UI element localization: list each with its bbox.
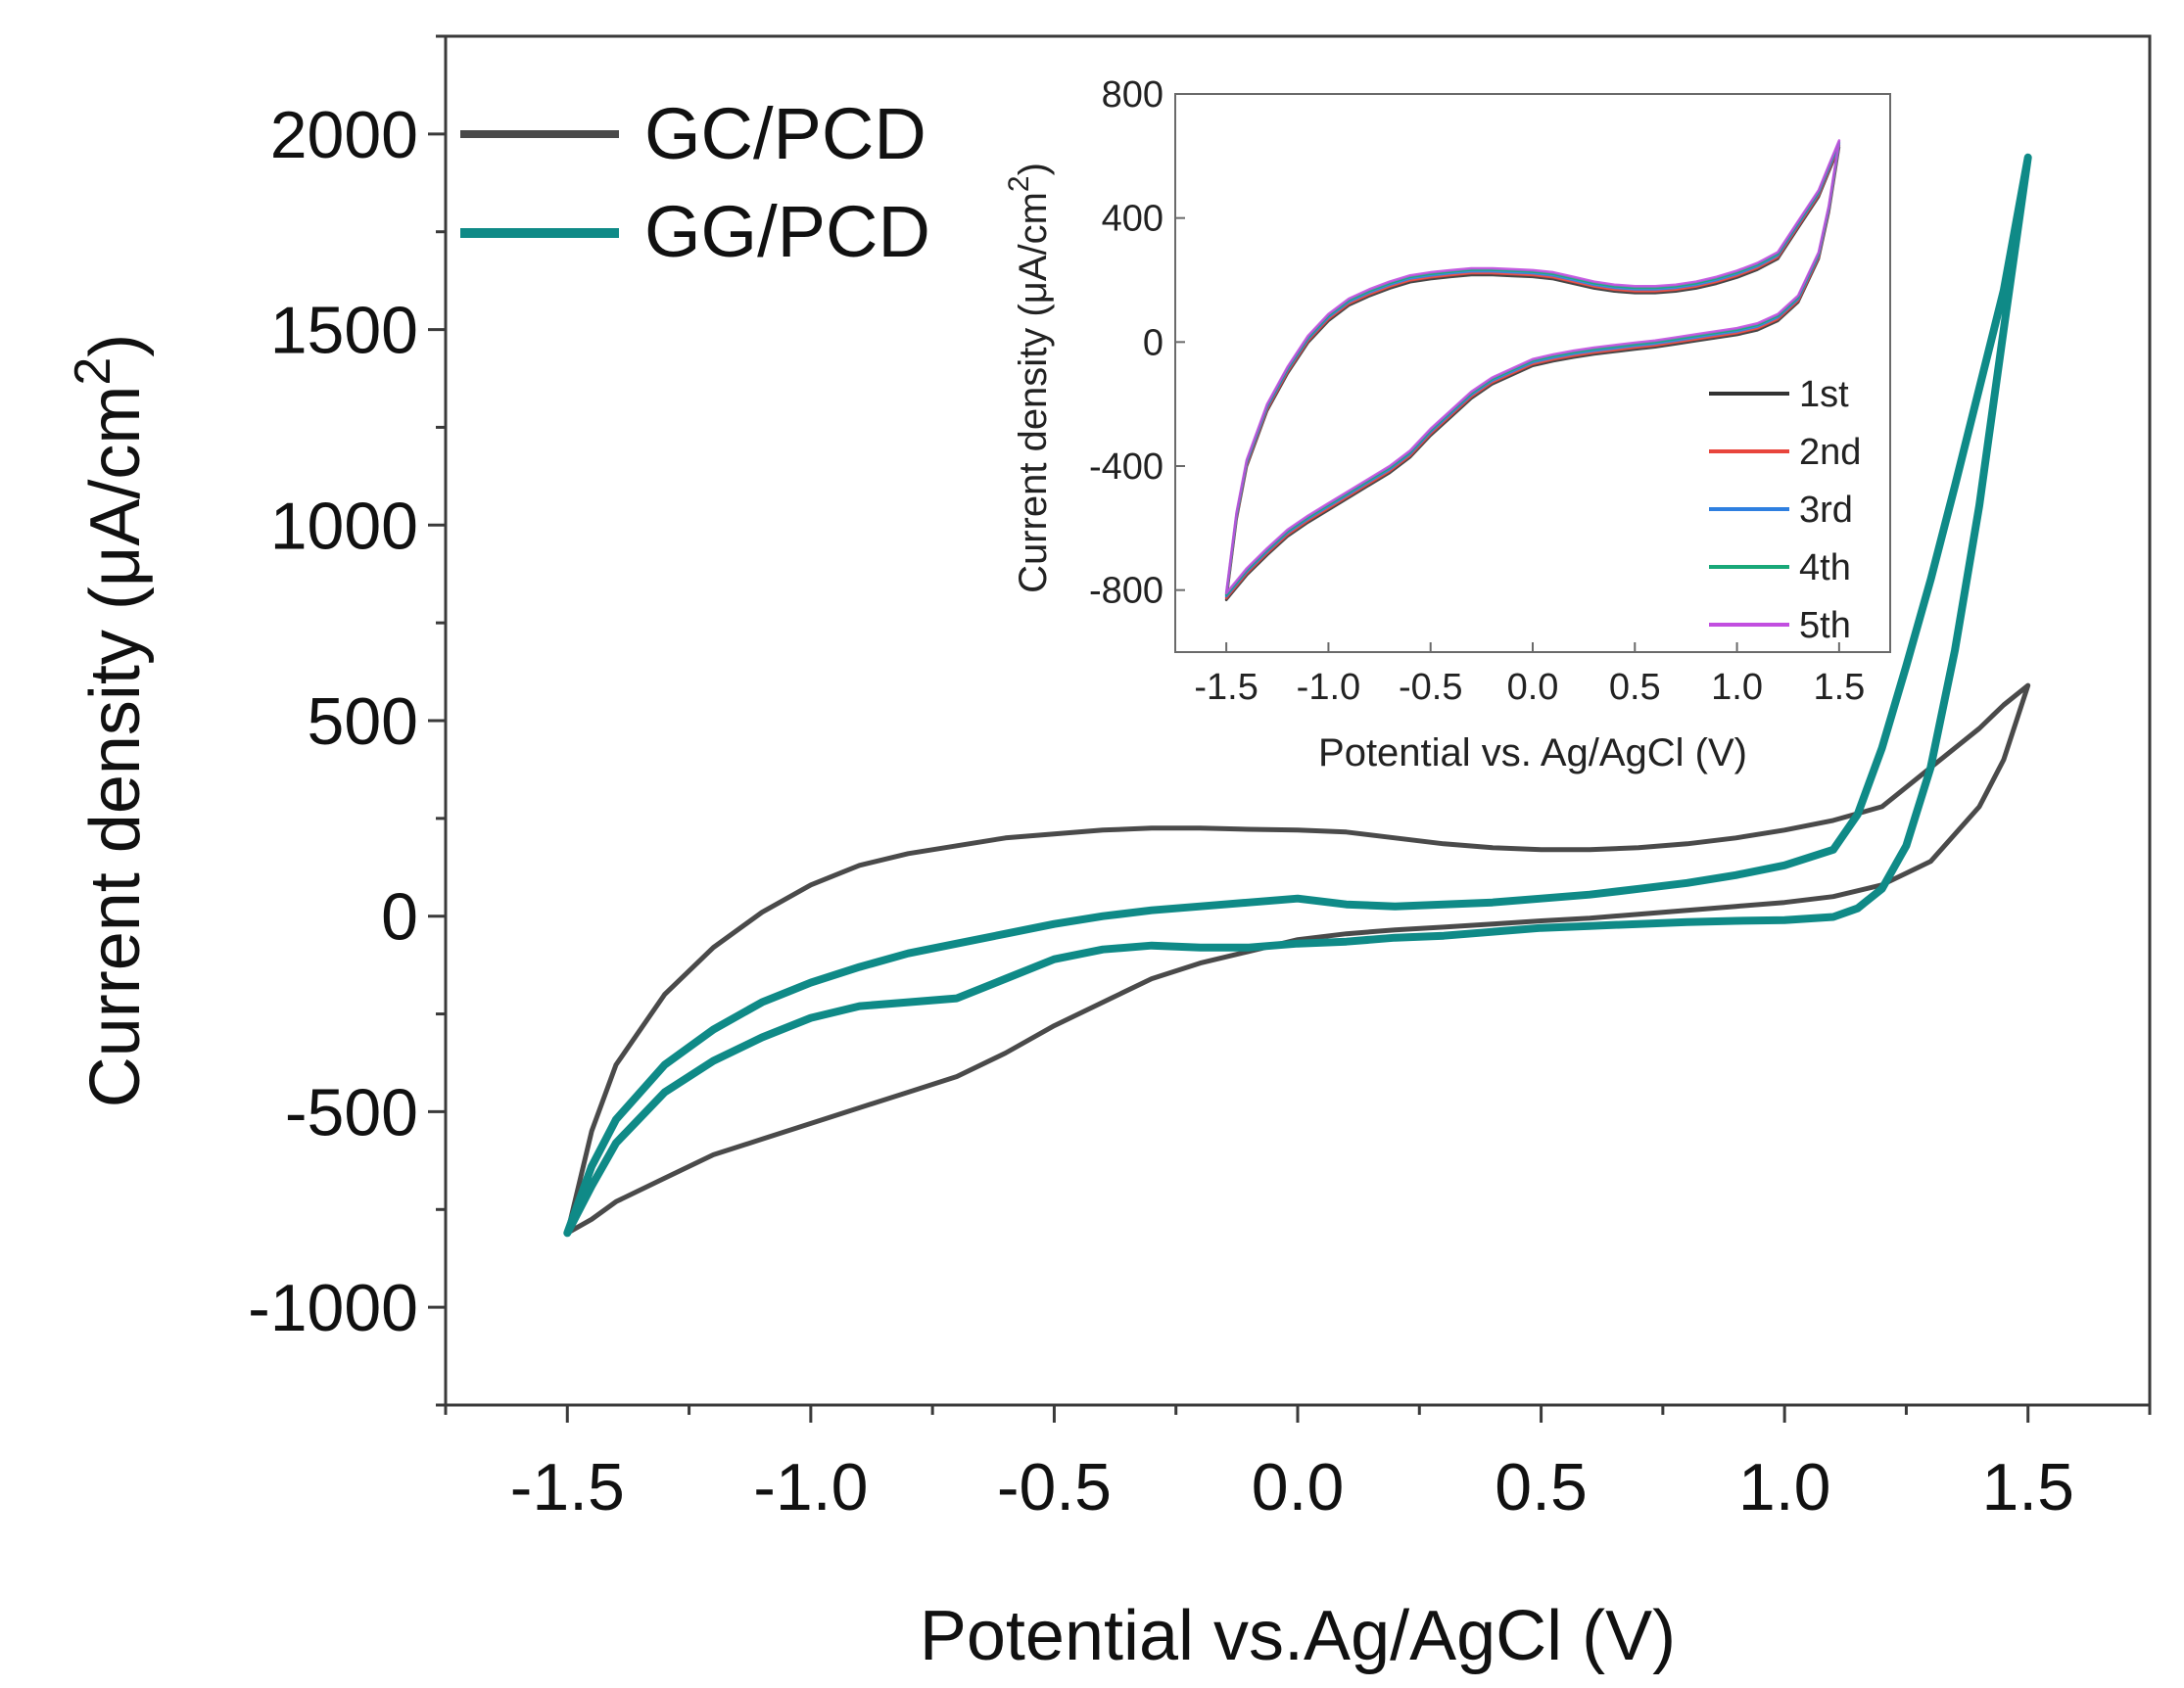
inset-legend-label-5th: 5th bbox=[1799, 605, 1851, 646]
y-tick-label: -500 bbox=[285, 1075, 418, 1149]
x-tick-label: -1.0 bbox=[753, 1450, 868, 1524]
inset-x-tick-label: 1.5 bbox=[1813, 667, 1865, 708]
y-tick-label: 2000 bbox=[270, 98, 418, 172]
inset-y-tick-label: -400 bbox=[1089, 446, 1163, 488]
x-tick-label: 1.0 bbox=[1738, 1450, 1831, 1524]
inset-y-tick-label: 800 bbox=[1102, 74, 1163, 116]
x-tick-label: 1.5 bbox=[1981, 1450, 2074, 1524]
inset-y-tick-label: 0 bbox=[1143, 322, 1163, 363]
inset-x-tick-label: -1.0 bbox=[1297, 667, 1360, 708]
main-y-axis-label: Current density (μA/cm2) bbox=[65, 334, 155, 1108]
inset-x-tick-label: -0.5 bbox=[1399, 667, 1462, 708]
main-y-axis-label-main: Current density (μA/cm bbox=[76, 386, 155, 1108]
main-x-ticks: -1.5 -1.0 -0.5 0.0 0.5 1.0 1.5 bbox=[444, 1405, 2152, 1524]
y-tick-label: 1500 bbox=[270, 294, 418, 368]
legend-label-gg-pcd: GG/PCD bbox=[644, 191, 930, 272]
y-tick-label: -1000 bbox=[248, 1271, 418, 1345]
x-tick-label: -1.5 bbox=[510, 1450, 625, 1524]
inset-x-ticks: -1.5 -1.0 -0.5 0.0 0.5 1.0 1.5 bbox=[1194, 642, 1865, 708]
inset-x-tick-label: -1.5 bbox=[1194, 667, 1258, 708]
main-y-ticks: -1000 -500 0 500 1000 1500 2000 bbox=[248, 34, 446, 1407]
inset-y-axis-label-main: Current density (μA/cm bbox=[1012, 192, 1055, 593]
inset-plot: -1.5 -1.0 -0.5 0.0 0.5 1.0 1.5 -800 -400 0 400 800… bbox=[1003, 74, 1891, 774]
inset-legend-label-4th: 4th bbox=[1799, 547, 1851, 588]
y-tick-label: 500 bbox=[308, 684, 418, 759]
inset-x-tick-label: 1.0 bbox=[1711, 667, 1763, 708]
inset-legend-label-2nd: 2nd bbox=[1799, 432, 1861, 473]
inset-y-axis-label-close: ) bbox=[1012, 163, 1055, 175]
y-tick-label: 0 bbox=[381, 880, 418, 955]
inset-series-5th-curve bbox=[1224, 139, 1841, 595]
main-y-axis-label-superscript: 2 bbox=[65, 357, 121, 386]
inset-x-tick-label: 0.5 bbox=[1609, 667, 1661, 708]
x-tick-label: -0.5 bbox=[997, 1450, 1112, 1524]
legend-label-gc-pcd: GC/PCD bbox=[644, 93, 926, 174]
inset-y-axis-label-superscript: 2 bbox=[1003, 175, 1035, 192]
main-x-axis-label: Potential vs.Ag/AgCl (V) bbox=[920, 1597, 1676, 1675]
y-tick-label: 1000 bbox=[270, 489, 418, 563]
main-y-axis-label-close: ) bbox=[76, 334, 155, 357]
main-curves bbox=[563, 153, 2032, 1238]
inset-curves bbox=[1224, 139, 1841, 602]
inset-legend: 1st 2nd 3rd 4th 5th bbox=[1709, 374, 1861, 646]
main-plot: -1.5 -1.0 -0.5 0.0 0.5 1.0 1.5 -1000 -500 0 500 10… bbox=[65, 34, 2152, 1675]
main-legend: GC/PCD GG/PCD bbox=[460, 93, 930, 272]
inset-y-axis-label: Current density (μA/cm2) bbox=[1003, 163, 1055, 593]
inset-x-axis-label: Potential vs. Ag/AgCl (V) bbox=[1318, 731, 1747, 774]
inset-y-tick-label: -800 bbox=[1089, 571, 1163, 612]
inset-plot-frame bbox=[1174, 93, 1891, 653]
series-gc-pcd-curve bbox=[564, 682, 2031, 1236]
series-gg-pcd-curve bbox=[563, 153, 2032, 1238]
inset-legend-label-1st: 1st bbox=[1799, 374, 1849, 415]
x-tick-label: 0.0 bbox=[1252, 1450, 1345, 1524]
x-tick-label: 0.5 bbox=[1495, 1450, 1588, 1524]
inset-x-tick-label: 0.0 bbox=[1507, 667, 1559, 708]
inset-y-tick-label: 400 bbox=[1102, 199, 1163, 240]
inset-y-ticks: -800 -400 0 400 800 bbox=[1089, 74, 1185, 612]
inset-legend-label-3rd: 3rd bbox=[1799, 490, 1853, 531]
